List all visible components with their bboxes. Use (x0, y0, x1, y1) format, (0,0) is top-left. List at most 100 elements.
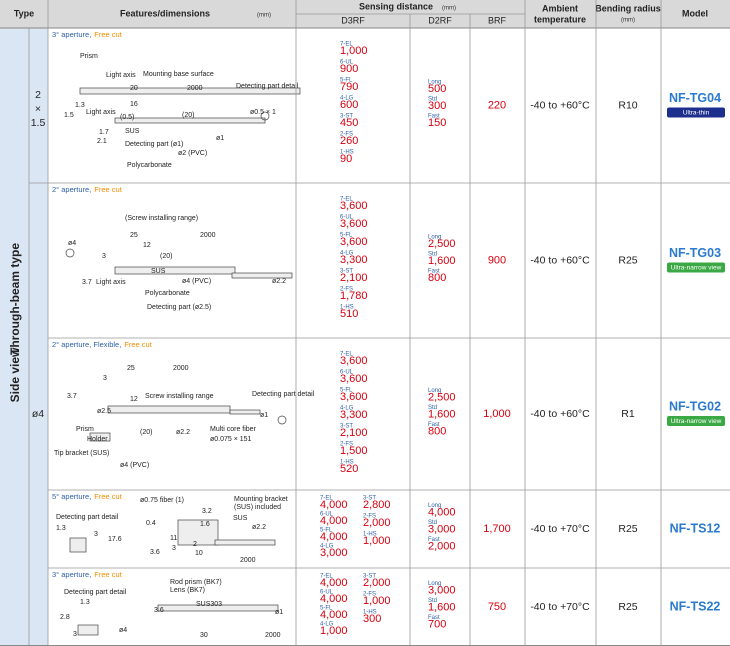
distance: 1,000 (363, 595, 391, 607)
distance: 260 (340, 135, 358, 147)
mode: 3-ST (363, 496, 376, 502)
header-temp: temperature (534, 14, 586, 24)
mode: Std (428, 520, 437, 526)
drawing-label: ø4 (119, 627, 127, 634)
cut: Free cut (94, 570, 122, 579)
model: NF-TG04 (669, 91, 721, 105)
cut: Free cut (94, 30, 122, 39)
drawing-label: (20) (160, 253, 172, 260)
distance: 600 (340, 99, 358, 111)
drawing-part (229, 409, 261, 415)
drawing-label: 3.7 (82, 279, 92, 286)
header-unit: (mm) (257, 13, 271, 19)
drawing-label: ø0.75 fiber (1) (140, 497, 184, 504)
drawing-label: SUS303 (196, 601, 222, 608)
type-band: Side view Through-beam type (8, 243, 22, 403)
mode: 2-FS (340, 442, 353, 448)
drawing-label: Mounting bracket (234, 496, 288, 503)
drawing-label: ø0.075 × 151 (210, 436, 252, 443)
drawing-label: ø1 (260, 412, 268, 419)
mode: 3-ST (340, 269, 353, 275)
drawing-label: Mounting base surface (143, 71, 214, 78)
aperture: 2° aperture, (52, 185, 91, 194)
distance: 1,000 (340, 45, 368, 57)
mode: 5-FL (340, 78, 353, 84)
distance: 150 (428, 117, 446, 129)
mode: 1-HS (340, 460, 354, 466)
drawing-label: 1.3 (80, 599, 90, 606)
drawing-label: ø2.2 (176, 429, 190, 436)
temperature: -40 to +60°C (530, 408, 590, 420)
drawing-label: Light axis (96, 279, 126, 286)
drawing-label: ø2 (PVC) (178, 150, 207, 157)
mode: Long (428, 80, 441, 86)
drawing-label: 3 (103, 375, 107, 382)
distance: 2,500 (428, 238, 456, 250)
size: ø4 (32, 408, 44, 420)
radius: R25 (618, 601, 637, 613)
header-features: Features/dimensions (120, 8, 210, 18)
drawing-label: Multi core fiber (210, 426, 257, 433)
distance: 4,000 (428, 506, 456, 518)
drawing-label: Detecting part detail (236, 83, 299, 90)
drawing-part (107, 405, 231, 414)
mode: Std (428, 97, 437, 103)
distance: 2,100 (340, 272, 368, 284)
drawing-label: Light axis (86, 109, 116, 116)
mode: 6-UL (340, 215, 354, 221)
drawing-label: ø2.2 (252, 524, 266, 531)
mode: Long (428, 235, 441, 241)
header-d3rf: D3RF (341, 15, 365, 25)
distance: 300 (363, 613, 381, 625)
mode: Std (428, 405, 437, 411)
mode: 7-EL (340, 197, 353, 203)
temperature: -40 to +70°C (530, 601, 590, 613)
mode: 1-HS (340, 150, 354, 156)
distance: 4,000 (320, 609, 348, 621)
brf: 750 (488, 601, 506, 613)
drawing-part (65, 248, 75, 258)
mode: Long (428, 503, 441, 509)
mode: 6-UL (340, 60, 354, 66)
drawing-label: 1.7 (99, 129, 109, 136)
distance: 1,000 (363, 535, 391, 547)
brf: 220 (488, 99, 506, 111)
distance: 3,600 (340, 355, 368, 367)
mode: 1-HS (363, 532, 377, 538)
drawing-label: 3.6 (150, 549, 160, 556)
mode: 6-UL (320, 590, 334, 596)
distance: 790 (340, 81, 358, 93)
brf: 1,000 (483, 408, 511, 420)
mode: Fast (428, 269, 440, 275)
mode: Fast (428, 615, 440, 621)
drawing-label: 3.6 (154, 607, 164, 614)
badge: Ultra-thin (683, 110, 710, 117)
model: NF-TS22 (670, 599, 721, 613)
drawing-label: ø0.5 × 1 (250, 109, 276, 116)
drawing-label: 1.3 (56, 525, 66, 532)
drawing-label: Detecting part detail (64, 589, 127, 596)
drawing-label: 3 (102, 253, 106, 260)
brf: 1,700 (483, 523, 511, 535)
drawing-label: (Screw installing range) (125, 215, 198, 222)
distance: 4,000 (320, 577, 348, 589)
distance: 520 (340, 463, 358, 475)
distance: 500 (428, 83, 446, 95)
drawing-label: 10 (195, 550, 203, 557)
distance: 4,000 (320, 593, 348, 605)
radius: R25 (618, 254, 637, 266)
temperature: -40 to +70°C (530, 523, 590, 535)
drawing-label: SUS (151, 268, 166, 275)
distance: 2,800 (363, 499, 391, 511)
mode: 4-LG (340, 406, 354, 412)
header-temp: Ambient (542, 3, 578, 13)
drawing-label: ø1 (275, 609, 283, 616)
badge-bg (667, 262, 725, 273)
mode: Std (428, 252, 437, 258)
mode: 7-EL (340, 352, 353, 358)
mode: 3-ST (340, 114, 353, 120)
drawing-label: 3 (94, 531, 98, 538)
radius: R10 (618, 99, 637, 111)
aperture: 3° aperture, (52, 570, 91, 579)
